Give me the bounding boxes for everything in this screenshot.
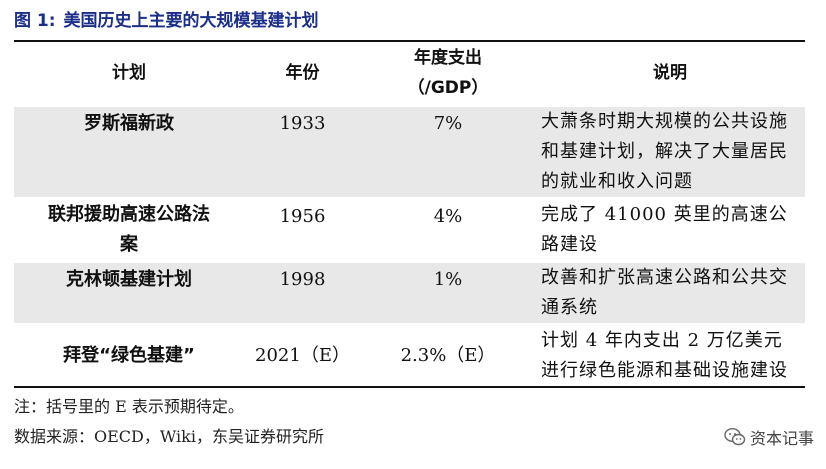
table-row: 罗斯福新政 1933 7% 大萧条时期大规模的公共设施和基建计划，解决了大量居民… bbox=[14, 104, 805, 199]
header-expenditure-line1: 年度支出 bbox=[414, 48, 482, 68]
cell-expenditure: 4% bbox=[361, 197, 535, 262]
header-year: 年份 bbox=[244, 40, 361, 106]
cell-year: 2021（E） bbox=[244, 323, 361, 388]
header-expenditure: 年度支出 （/GDP） bbox=[361, 40, 535, 106]
figure-title: 图 1: 美国历史上主要的大规模基建计划 bbox=[14, 6, 319, 36]
watermark-text: 资本记事 bbox=[749, 429, 814, 448]
cell-description: 完成了 41000 英里的高速公路建设 bbox=[535, 197, 805, 262]
header-plan: 计划 bbox=[14, 40, 244, 106]
cell-plan: 克林顿基建计划 bbox=[14, 260, 244, 325]
header-expenditure-line2: （/GDP） bbox=[407, 78, 489, 98]
cell-year: 1998 bbox=[244, 260, 361, 325]
table-row: 拜登“绿色基建” 2021（E） 2.3%（E） 计划 4 年内支出 2 万亿美… bbox=[14, 323, 805, 388]
table-notes: 注：括号里的 E 表示预期待定。 数据来源：OECD，Wiki，东吴证券研究所 bbox=[14, 392, 324, 452]
infrastructure-table: 计划 年份 年度支出 （/GDP） 说明 罗斯福新政 1933 7% 大萧条时期… bbox=[14, 40, 805, 388]
header-description: 说明 bbox=[535, 40, 805, 106]
cell-year: 1933 bbox=[244, 104, 361, 199]
cell-expenditure: 2.3%（E） bbox=[361, 323, 535, 388]
table-row: 克林顿基建计划 1998 1% 改善和扩张高速公路和公共交通系统 bbox=[14, 260, 805, 325]
cell-plan: 拜登“绿色基建” bbox=[14, 323, 244, 388]
note-text: 注：括号里的 E 表示预期待定。 bbox=[14, 397, 244, 416]
cell-plan: 罗斯福新政 bbox=[14, 104, 244, 199]
cell-description: 改善和扩张高速公路和公共交通系统 bbox=[535, 260, 805, 325]
figure-label: 图 1: bbox=[14, 11, 56, 31]
cell-description: 大萧条时期大规模的公共设施和基建计划，解决了大量居民的就业和收入问题 bbox=[535, 104, 805, 199]
cell-description: 计划 4 年内支出 2 万亿美元进行绿色能源和基础设施建设 bbox=[535, 323, 805, 388]
cell-expenditure: 7% bbox=[361, 104, 535, 199]
cell-expenditure: 1% bbox=[361, 260, 535, 325]
watermark: 资本记事 bbox=[724, 424, 814, 450]
source-text: 数据来源：OECD，Wiki，东吴证券研究所 bbox=[14, 427, 324, 446]
wechat-icon bbox=[724, 427, 746, 446]
table-header-row: 计划 年份 年度支出 （/GDP） 说明 bbox=[14, 40, 805, 106]
cell-plan: 联邦援助高速公路法案 bbox=[14, 197, 244, 262]
table-row: 联邦援助高速公路法案 1956 4% 完成了 41000 英里的高速公路建设 bbox=[14, 197, 805, 262]
cell-year: 1956 bbox=[244, 197, 361, 262]
figure-title-text: 美国历史上主要的大规模基建计划 bbox=[63, 11, 319, 31]
